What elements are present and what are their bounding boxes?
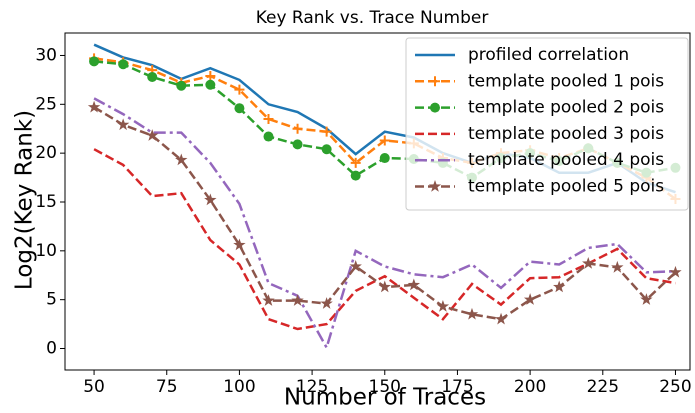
y-tick-label: 25 bbox=[35, 94, 57, 114]
y-tick-label: 15 bbox=[35, 192, 57, 212]
point bbox=[291, 294, 304, 306]
y-tick-label: 5 bbox=[46, 290, 57, 310]
x-tick-label: 150 bbox=[369, 377, 401, 397]
point bbox=[89, 56, 100, 67]
x-tick-label: 75 bbox=[156, 377, 178, 397]
legend-label: profiled correlation bbox=[468, 45, 629, 65]
point bbox=[147, 71, 158, 82]
legend-label: template pooled 5 pois bbox=[468, 177, 664, 197]
point bbox=[523, 293, 537, 305]
legend: profiled correlation template pooled 1 po… bbox=[405, 37, 689, 211]
legend-label: template pooled 3 pois bbox=[468, 124, 664, 144]
series-line bbox=[93, 148, 676, 331]
x-tick-label: 125 bbox=[296, 377, 328, 397]
y-tick-label: 30 bbox=[35, 45, 57, 65]
point bbox=[234, 84, 245, 95]
point bbox=[320, 297, 333, 309]
point bbox=[321, 126, 332, 137]
point bbox=[553, 280, 566, 293]
point bbox=[233, 238, 246, 251]
y-tick-label: 20 bbox=[35, 143, 57, 163]
point bbox=[263, 113, 274, 124]
point bbox=[640, 293, 653, 305]
point bbox=[205, 79, 216, 90]
chart-title: Key Rank vs. Trace Number bbox=[256, 8, 489, 28]
point bbox=[430, 102, 440, 113]
point bbox=[175, 153, 188, 166]
x-tick-label: 175 bbox=[441, 377, 473, 397]
legend-label: template pooled 4 pois bbox=[468, 150, 664, 170]
x-tick-label: 100 bbox=[223, 377, 255, 397]
point bbox=[204, 193, 217, 206]
x-tick-label: 50 bbox=[83, 377, 105, 397]
series-line bbox=[93, 97, 676, 351]
point bbox=[321, 144, 332, 155]
point bbox=[349, 259, 362, 272]
point bbox=[87, 100, 101, 113]
x-axis-label: Number of Traces bbox=[284, 385, 486, 411]
point bbox=[292, 139, 303, 150]
point bbox=[465, 307, 479, 320]
point bbox=[146, 129, 159, 141]
y-axis-label: Log2(Key Rank) bbox=[12, 110, 38, 290]
point bbox=[436, 300, 450, 312]
point bbox=[262, 294, 275, 306]
legend-box bbox=[405, 37, 689, 211]
plot-frame bbox=[64, 32, 691, 371]
point bbox=[611, 260, 624, 273]
point bbox=[378, 280, 391, 293]
point bbox=[669, 265, 682, 278]
point bbox=[292, 123, 303, 134]
point bbox=[582, 257, 595, 269]
point bbox=[116, 118, 130, 131]
x-tick-label: 250 bbox=[659, 377, 691, 397]
point bbox=[350, 170, 361, 181]
point bbox=[430, 76, 440, 87]
y-tick-label: 0 bbox=[46, 339, 57, 359]
legend-label: template pooled 1 pois bbox=[468, 71, 664, 91]
point bbox=[428, 180, 442, 192]
point bbox=[494, 312, 508, 325]
point bbox=[407, 278, 421, 291]
point bbox=[234, 103, 245, 114]
point bbox=[263, 131, 274, 142]
point bbox=[205, 70, 216, 81]
point bbox=[176, 80, 187, 91]
x-tick-label: 200 bbox=[514, 377, 546, 397]
point bbox=[118, 59, 129, 70]
point bbox=[379, 153, 390, 164]
point bbox=[350, 157, 361, 168]
x-tick-label: 225 bbox=[587, 377, 619, 397]
y-tick-label: 10 bbox=[35, 241, 57, 261]
point bbox=[379, 135, 390, 146]
legend-label: template pooled 2 pois bbox=[468, 98, 664, 118]
